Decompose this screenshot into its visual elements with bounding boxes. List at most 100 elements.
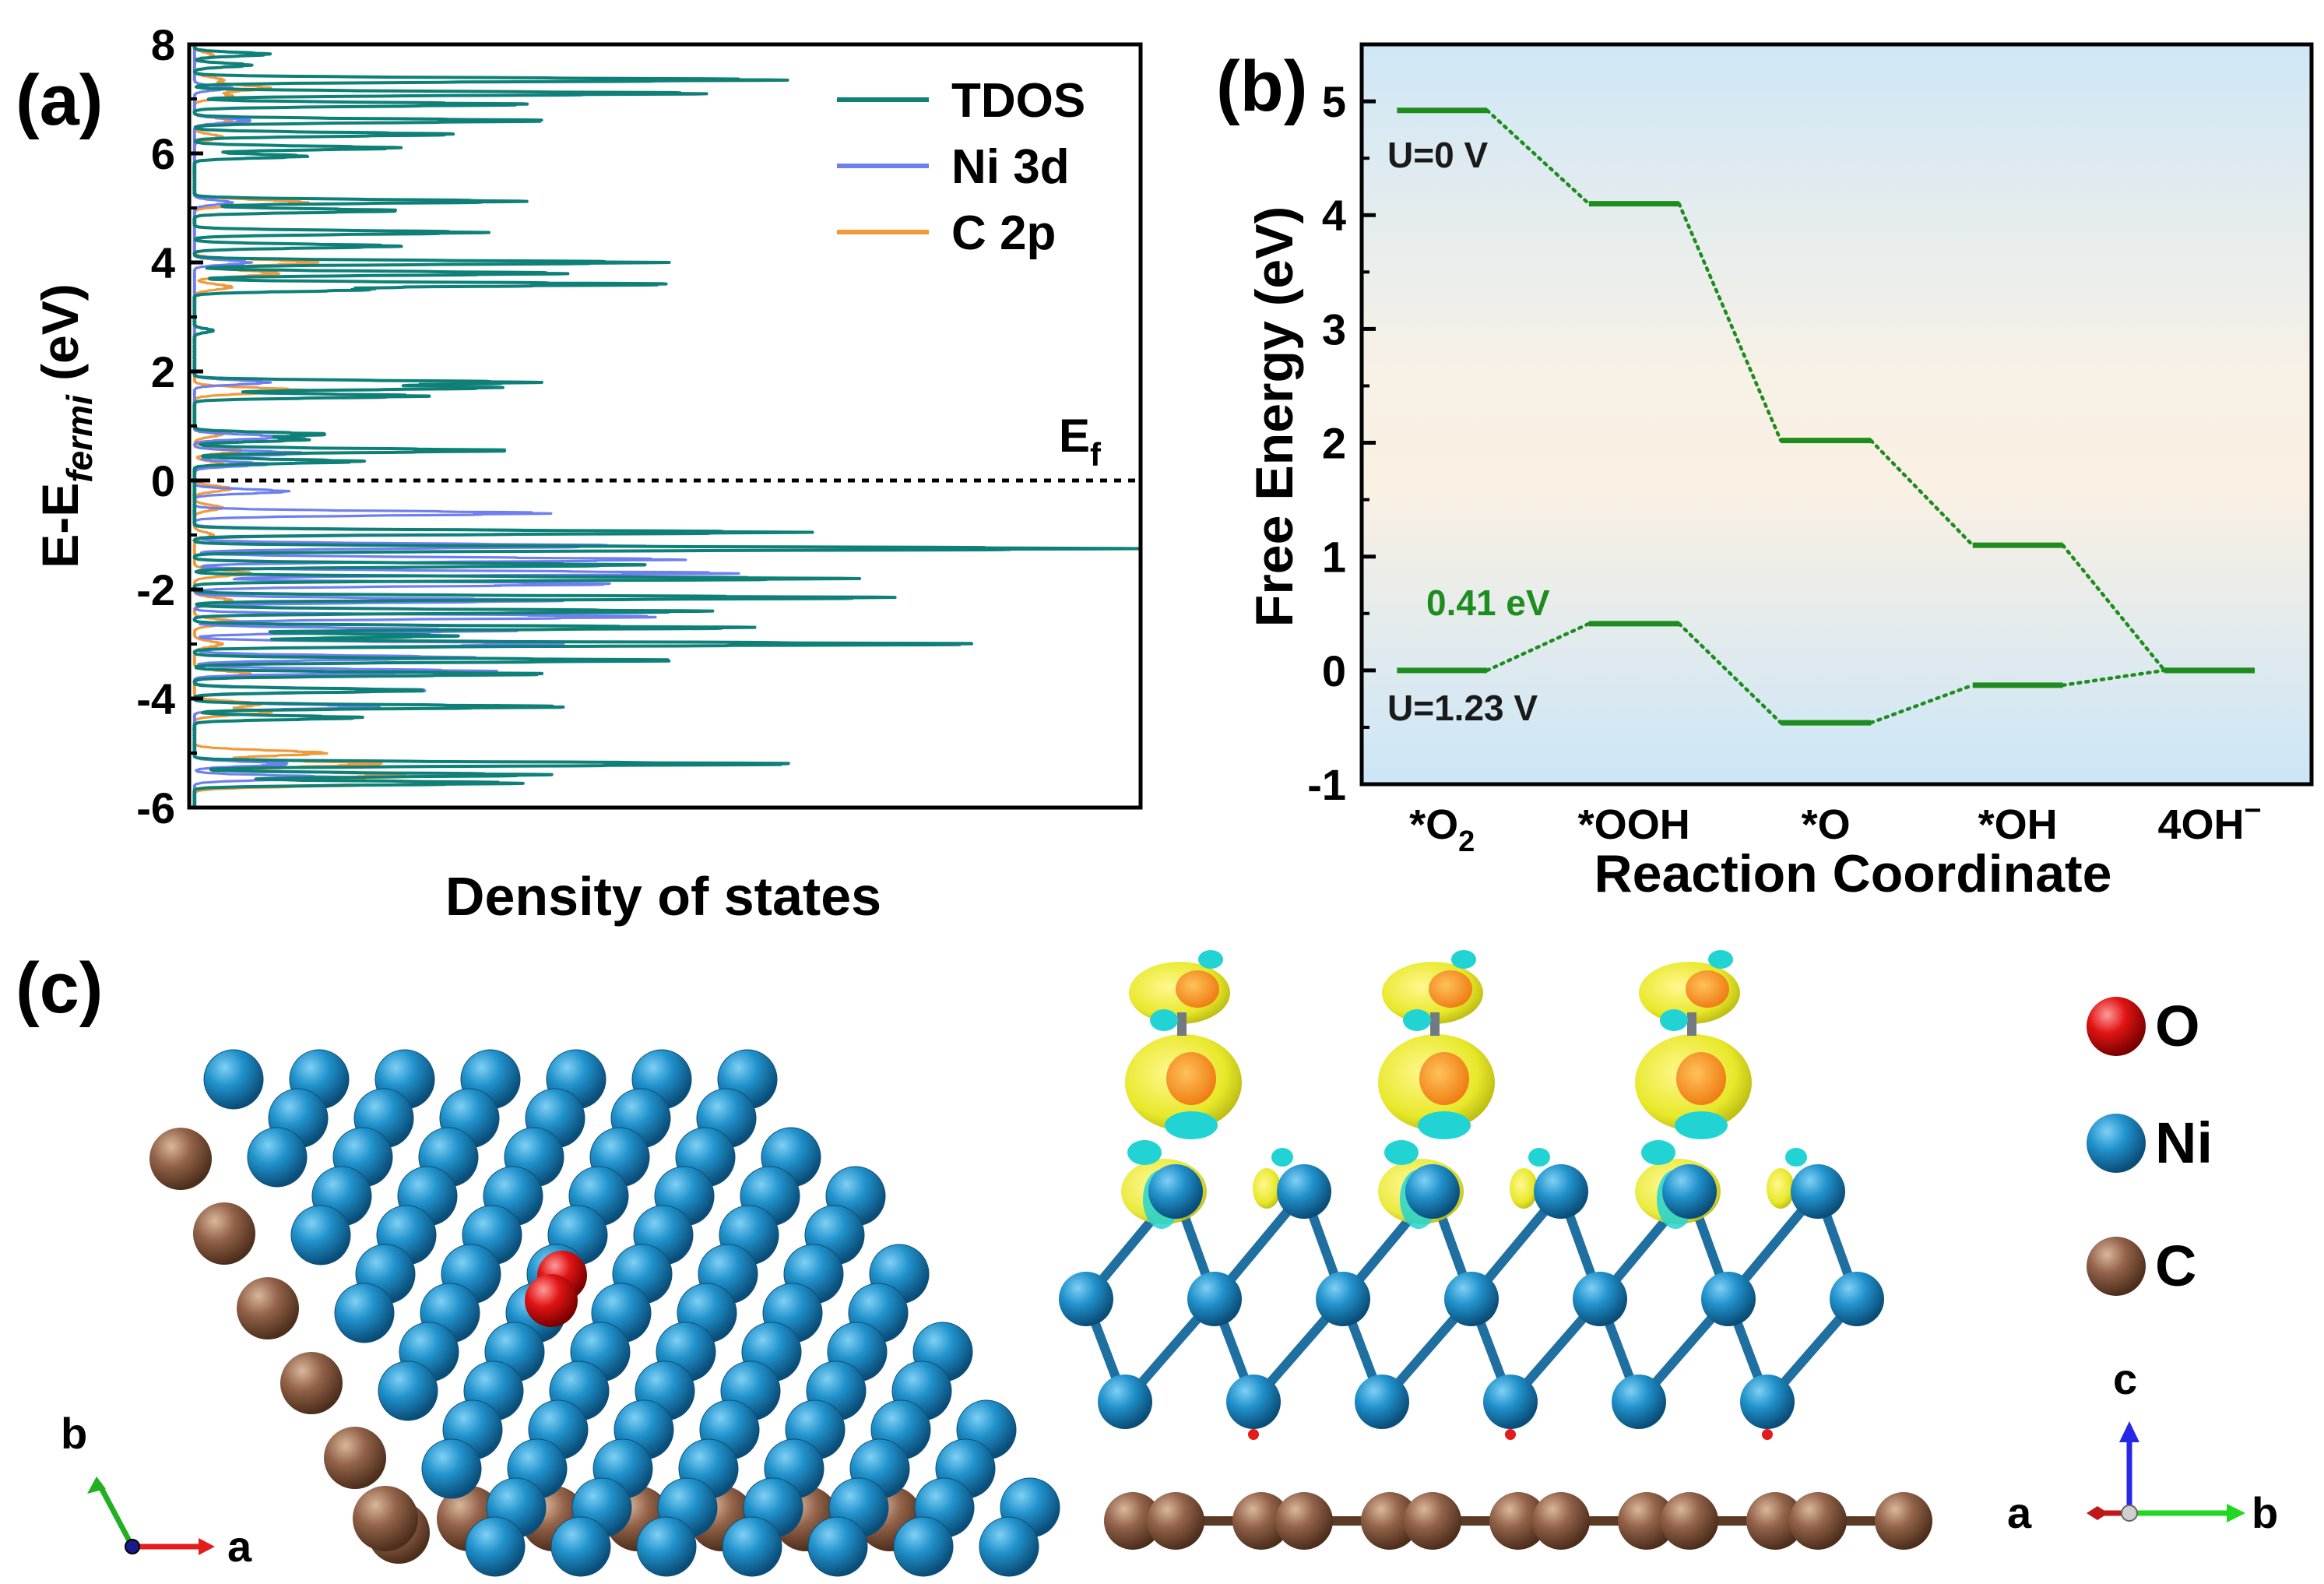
y-tick-label: 4	[151, 238, 175, 287]
panel-label-a: (a)	[16, 61, 103, 140]
nickel-atom	[1740, 1375, 1795, 1429]
panel-b-free-energy-chart: (b) -1 0 1 2 3 4 5 *O2 *OOH *O *OH 4OH− Free Energ…	[1216, 42, 2314, 903]
isosurface-yellow	[1767, 1168, 1795, 1209]
isosurface-cyan	[1150, 1009, 1178, 1031]
category-label: *O2	[1409, 801, 1475, 858]
legend-label: TDOS	[951, 74, 1085, 128]
axis-c-label: c	[2113, 1354, 2137, 1403]
panel-a-y-axis-label: E-Efermi (eV)	[31, 283, 100, 568]
oxygen-atom	[525, 1274, 578, 1327]
carbon-atom	[280, 1352, 343, 1414]
carbon-atom	[1404, 1492, 1461, 1550]
y-tick-label: 5	[1322, 77, 1346, 126]
panel-label-c: (c)	[16, 949, 103, 1028]
connector	[2061, 668, 2167, 688]
carbon-atom	[1361, 1492, 1419, 1550]
o-o-bond	[1430, 1012, 1440, 1036]
connector	[1485, 621, 1591, 673]
isosurface-orange	[1176, 970, 1219, 1008]
category-label: *OH	[1978, 801, 2058, 848]
nickel-atom	[722, 1516, 782, 1577]
y-tick-label: -1	[1307, 760, 1346, 809]
isosurface-cyan	[1165, 1111, 1218, 1139]
panel-label-b: (b)	[1216, 47, 1307, 126]
nickel-atom	[1830, 1272, 1884, 1326]
y-tick-label: -6	[136, 783, 175, 832]
connector	[1485, 108, 1591, 206]
carbon-atom	[1104, 1492, 1162, 1550]
panel-b-x-axis-label: Reaction Coordinate	[1594, 844, 2112, 903]
nickel-atom	[1316, 1272, 1370, 1326]
legend-label: C 2p	[951, 206, 1056, 260]
isosurface-orange	[1166, 1052, 1216, 1105]
y-tick-label: 0	[151, 456, 175, 505]
nickel-atom	[550, 1516, 611, 1577]
carbon-atom	[1746, 1492, 1804, 1550]
isosurface-cyan	[1198, 950, 1223, 969]
carbon-atom	[149, 1128, 212, 1190]
nickel-atom	[1534, 1164, 1588, 1219]
nickel-atom	[1701, 1272, 1756, 1326]
isosurface-cyan	[1660, 1009, 1688, 1031]
carbon-atom	[1275, 1492, 1333, 1550]
connector	[1677, 202, 1783, 442]
nickel-atom	[979, 1516, 1039, 1577]
fermi-level-label: Ef	[1059, 410, 1102, 473]
connector	[1869, 438, 1974, 547]
panel-b-category-labels: *O2 *OOH *O *OH 4OH−	[1409, 794, 2262, 858]
carbon-atom	[1618, 1492, 1675, 1550]
oxygen-marker	[1248, 1429, 1259, 1440]
side-view-charge-density	[1059, 950, 1932, 1550]
connector	[2061, 543, 2167, 673]
y-tick-label: 8	[151, 20, 175, 69]
o-o-bond	[1177, 1012, 1187, 1036]
isosurface-cyan	[1708, 950, 1733, 969]
top-view-slab	[149, 1049, 1060, 1577]
isosurface-cyan	[1675, 1111, 1728, 1139]
axis-b-label-top: b	[61, 1409, 87, 1458]
nickel-atom	[1612, 1375, 1666, 1429]
category-label: *O	[1802, 801, 1851, 848]
carbon-atom	[1489, 1492, 1547, 1550]
isosurface-yellow	[1253, 1168, 1281, 1209]
nickel-atom	[334, 1283, 395, 1343]
legend-ni-sphere	[2087, 1114, 2146, 1173]
nickel-atom	[1355, 1375, 1409, 1429]
nickel-atom	[636, 1516, 697, 1577]
isosurface-cyan	[1641, 1140, 1675, 1165]
nickel-atom	[1187, 1272, 1242, 1326]
nickel-atom	[465, 1516, 526, 1577]
axis-a-label-side: a	[2007, 1488, 2032, 1537]
y-tick-label: 2	[151, 347, 175, 396]
nickel-atom	[378, 1360, 438, 1421]
nickel-atom	[1059, 1272, 1113, 1326]
legend-label: Ni 3d	[951, 140, 1070, 194]
isosurface-cyan	[1418, 1111, 1471, 1139]
isosurface-cyan	[1127, 1140, 1162, 1165]
panel-c-structures: (c) b a c a b O	[16, 949, 2278, 1577]
carbon-atom	[237, 1277, 299, 1339]
isosurface-cyan	[1785, 1148, 1807, 1167]
legend-c-sphere	[2087, 1237, 2146, 1296]
oxygen-marker	[1762, 1429, 1773, 1440]
nickel-atom	[1483, 1375, 1538, 1429]
category-label: 4OH−	[2157, 794, 2261, 848]
nickel-atom	[247, 1127, 308, 1188]
panel-b-y-ticks: -1 0 1 2 3 4 5	[1307, 77, 1376, 809]
nickel-atom	[1662, 1164, 1717, 1219]
isosurface-cyan	[1271, 1148, 1293, 1167]
isosurface-orange	[1429, 970, 1472, 1008]
nickel-atom	[1405, 1164, 1460, 1219]
overpotential-annotation: 0.41 eV	[1426, 583, 1550, 623]
y-tick-label: -2	[136, 565, 175, 614]
nickel-atom	[421, 1438, 482, 1499]
nickel-atom	[893, 1516, 954, 1577]
nickel-atom	[1148, 1164, 1203, 1219]
u123-annotation: U=1.23 V	[1387, 688, 1538, 728]
legend-c-label: C	[2155, 1234, 2196, 1298]
o-o-bond	[1687, 1012, 1696, 1036]
axis-a-label-top: a	[227, 1522, 252, 1571]
carbon-atom	[1789, 1492, 1847, 1550]
carbon-atom	[1232, 1492, 1290, 1550]
